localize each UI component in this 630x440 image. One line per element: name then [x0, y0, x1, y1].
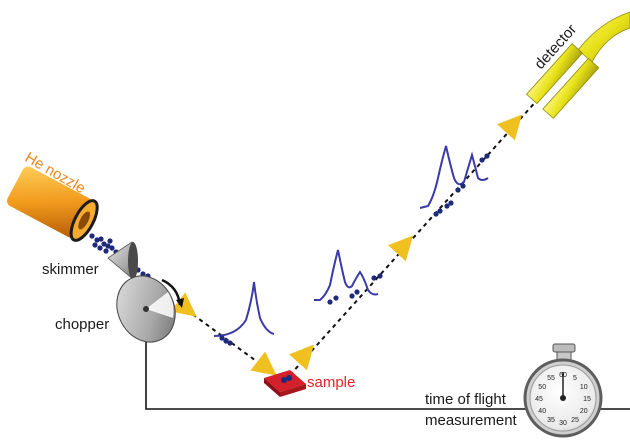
dial-number: 25 [571, 417, 579, 424]
he-atom [98, 236, 104, 242]
timing-line [145, 332, 630, 410]
beam-particles [89, 153, 490, 385]
he-atom [97, 245, 103, 251]
he-atom [444, 203, 450, 209]
dial-number: 5 [573, 375, 577, 382]
dial-number: 55 [547, 375, 555, 382]
he-atom [460, 183, 466, 189]
measurement-label: measurement [425, 412, 517, 429]
arrow-4 [388, 235, 414, 262]
dial-number: 35 [547, 417, 555, 424]
he-atom [94, 237, 100, 243]
stopwatch-dial-numbers: 60510152025303540455055 [535, 372, 591, 427]
skimmer-label: skimmer [42, 261, 99, 278]
dial-number: 45 [535, 396, 543, 403]
he-atom [109, 245, 115, 251]
dial-number: 20 [580, 408, 588, 415]
stopwatch: 60510152025303540455055 [523, 343, 603, 438]
waveform-scattered-2 [419, 145, 489, 209]
he-atom [103, 248, 109, 254]
dial-number: 50 [538, 384, 546, 391]
he-atom [140, 271, 146, 277]
he-atom [107, 238, 113, 244]
he-atom [89, 233, 95, 239]
he-atom [92, 242, 98, 248]
detector [525, 11, 630, 119]
he-atom [377, 273, 383, 279]
he-atom [223, 338, 229, 344]
he-atom [354, 289, 360, 295]
dial-number: 30 [559, 420, 567, 427]
he-atom [349, 293, 355, 299]
sample-label: sample [307, 374, 356, 391]
time-of-flight-label: time of flight [425, 391, 506, 408]
he-atom [101, 241, 107, 247]
dial-number: 40 [538, 408, 546, 415]
dial-number: 15 [583, 396, 591, 403]
he-atom [437, 208, 443, 214]
he-atom [484, 153, 490, 159]
waveform-chopped-pulse [213, 281, 275, 337]
he-atom [105, 243, 111, 249]
he-atom [448, 200, 454, 206]
dial-number: 10 [580, 384, 588, 391]
arrow-2 [250, 351, 277, 376]
chopper [116, 275, 184, 343]
sample [264, 370, 306, 397]
he-atom [479, 157, 485, 163]
he-atom [327, 299, 333, 305]
he-atom [455, 187, 461, 193]
beam-path-scattered [289, 57, 576, 376]
he-atom [333, 295, 339, 301]
he-atom [433, 211, 439, 217]
arrow-3 [289, 344, 315, 371]
he-atom [227, 340, 233, 346]
chopper-label: chopper [55, 316, 110, 333]
arrow-5 [497, 114, 523, 141]
he-atom [371, 275, 377, 281]
waveform-scattered-1 [314, 249, 379, 301]
waveforms [213, 145, 489, 337]
beam-arrows [170, 114, 523, 376]
skimmer [107, 241, 138, 281]
he-atom [219, 335, 225, 341]
he-nozzle [7, 166, 99, 242]
